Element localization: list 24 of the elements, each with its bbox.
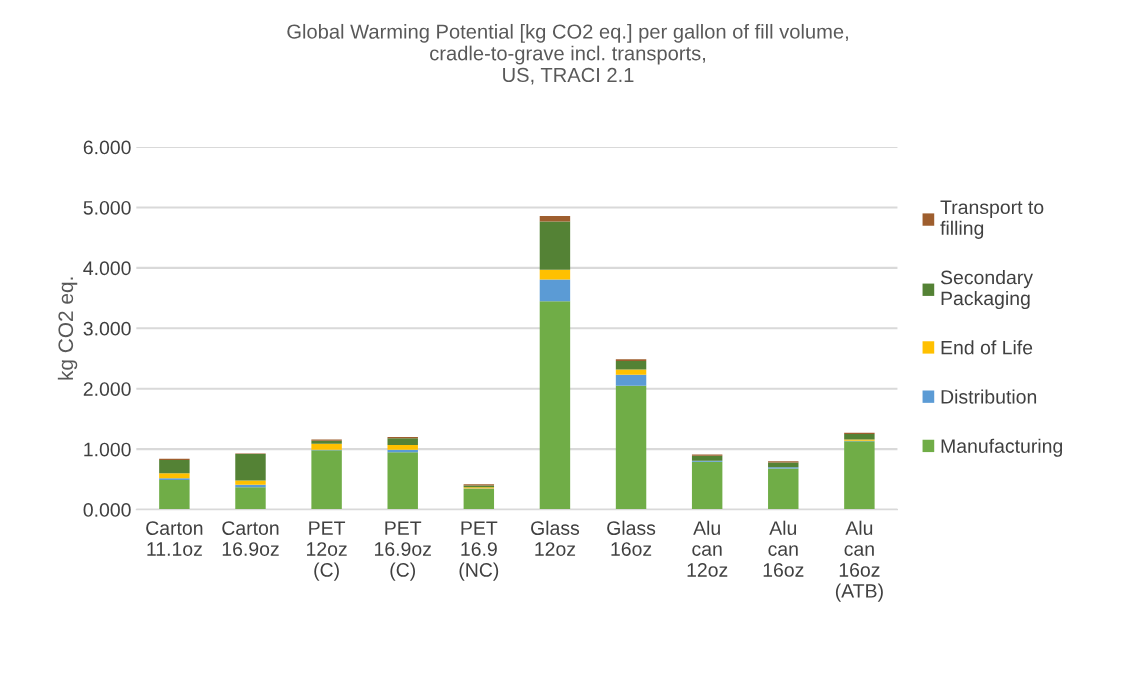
y-tick-label: 4.000 bbox=[83, 261, 131, 276]
x-tick-label: Alu can 16oz bbox=[763, 520, 804, 577]
x-tick-label: Glass 16oz bbox=[607, 520, 656, 556]
x-tick-label: Glass 12oz bbox=[531, 520, 580, 556]
legend-label: Transport to filling bbox=[940, 200, 1044, 239]
y-tick-label: 2.000 bbox=[83, 382, 131, 396]
y-tick-label: 1.000 bbox=[84, 442, 131, 457]
y-tick-label: 6.000 bbox=[83, 140, 131, 155]
x-tick-label: Alu can 16oz (ATB) bbox=[835, 520, 883, 602]
y-tick-label: 3.000 bbox=[83, 321, 131, 336]
chart-title: Global Warming Potential [kg CO2 eq.] per gallon of fill volume, cradle-to-grave incl. transports, US, TRACI 2.1 bbox=[287, 23, 848, 85]
legend-label: End of Life bbox=[941, 340, 1033, 355]
x-tick-label: PET 12oz (C) bbox=[307, 521, 347, 581]
y-tick-label: 5.000 bbox=[83, 200, 131, 215]
x-tick-label: Carton 16.9oz bbox=[222, 521, 279, 556]
legend-label: Distribution bbox=[941, 389, 1037, 404]
x-tick-label: Alu can 12oz bbox=[687, 520, 728, 577]
x-tick-label: PET 16.9 (NC) bbox=[459, 521, 499, 581]
x-tick-label: PET 16.9oz (C) bbox=[375, 521, 431, 581]
legend-label: Secondary Packaging bbox=[940, 270, 1033, 310]
y-axis-title: kg CO2 eq. bbox=[57, 277, 78, 380]
y-tick-label: 0.000 bbox=[83, 503, 131, 517]
legend-label: Manufacturing bbox=[941, 438, 1063, 457]
x-tick-label: Carton 11.1oz bbox=[146, 521, 203, 556]
